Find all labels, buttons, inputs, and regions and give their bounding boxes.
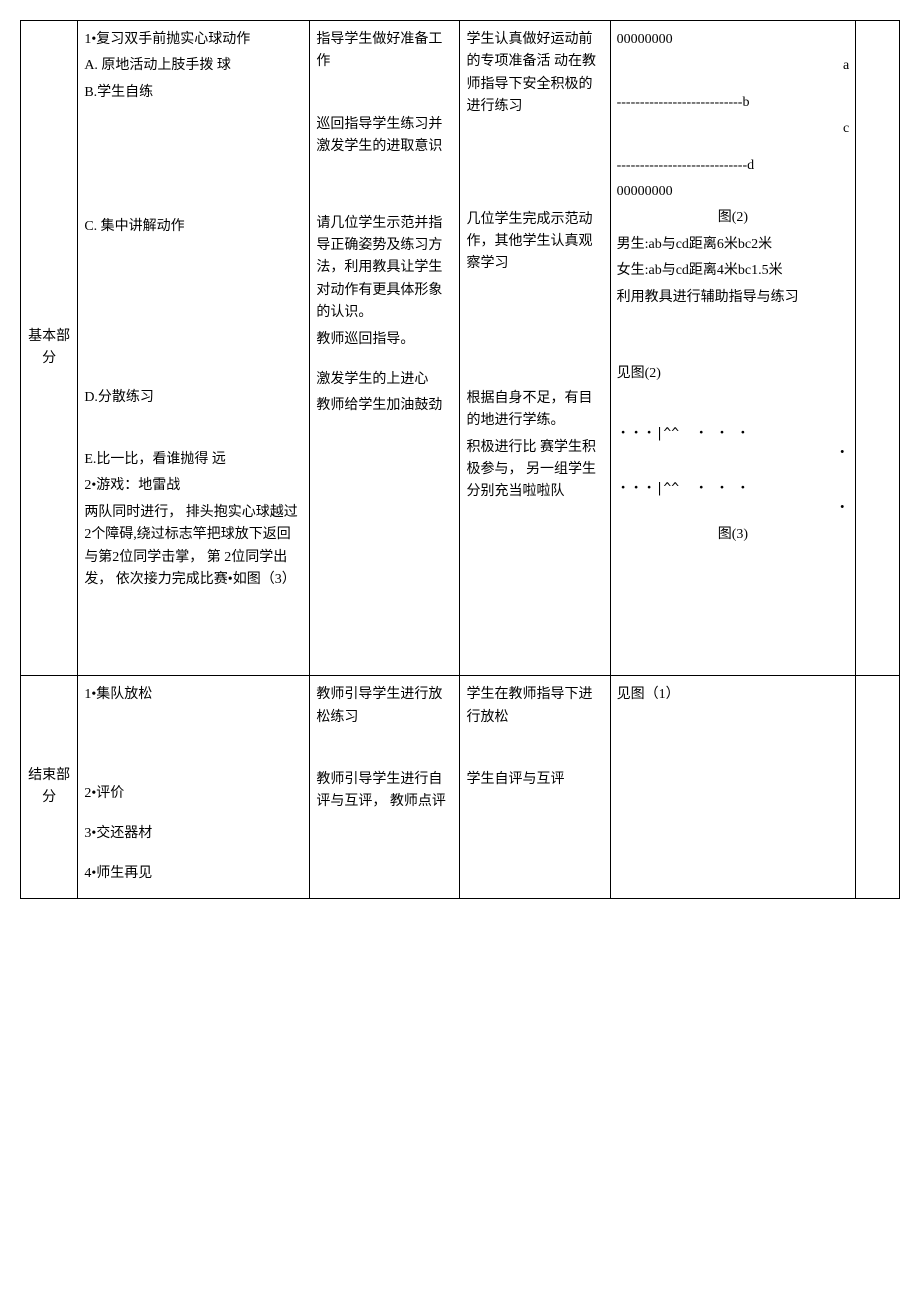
spacer — [84, 108, 303, 180]
spacer — [84, 243, 303, 315]
student-item: 学生在教师指导下进行放松 — [466, 684, 603, 729]
end-layout-cell: 见图（1） — [610, 676, 856, 899]
student-item: 积极进行比 赛学生积极参与， 另一组学生分别充当啦啦队 — [466, 437, 603, 504]
spacer — [84, 413, 303, 449]
spacer — [466, 195, 603, 209]
end-student-cell: 学生在教师指导下进行放松 学生自评与互评 — [460, 676, 610, 899]
layout-note: 见图（1） — [617, 684, 850, 706]
content-item: 1•复习双手前抛实心球动作 — [84, 29, 303, 51]
content-item: D.分散练习 — [84, 387, 303, 409]
lesson-plan-table: 基本部分 1•复习双手前抛实心球动作 A. 原地活动上肢手拨 球 B.学生自练 … — [20, 20, 900, 899]
teacher-item: 指导学生做好准备工作 — [316, 29, 453, 74]
spacer — [466, 123, 603, 195]
spacer — [466, 280, 603, 352]
basic-content-cell: 1•复习双手前抛实心球动作 A. 原地活动上肢手拨 球 B.学生自练 C. 集中… — [78, 21, 310, 676]
spacer — [316, 78, 453, 114]
diagram-text: ・・・|^^ ・ ・ ・ — [617, 425, 850, 443]
content-item: 2•游戏：地雷战 — [84, 475, 303, 497]
layout-note: 女生:ab与cd距离4米bc1.5米 — [617, 260, 850, 282]
teacher-item: 巡回指导学生练习并激发学生的进取意识 — [316, 114, 453, 159]
student-item: 学生认真做好运动前的专项准备活 动在教师指导下安全积极的进行练习 — [466, 29, 603, 119]
teacher-item: 教师引导学生进行自评与互评， 教师点评 — [316, 769, 453, 814]
teacher-item: 请几位学生示范并指导正确姿势及练习方法，利用教具让学生对动作有更具体形象的认识。 — [316, 213, 453, 325]
spacer — [617, 389, 850, 425]
spacer — [84, 849, 303, 863]
spacer — [84, 180, 303, 216]
figure-label: 图(3) — [617, 524, 850, 546]
diagram-text: ----------------------------d — [617, 155, 850, 177]
content-item: 2•评价 — [84, 783, 303, 805]
diagram-text: ---------------------------b — [617, 92, 850, 114]
student-item: 学生自评与互评 — [466, 769, 603, 791]
content-item: E.比一比，看谁抛得 远 — [84, 449, 303, 471]
spacer — [316, 733, 453, 769]
section-label-basic: 基本部分 — [21, 21, 78, 676]
table-row: 结束部分 1•集队放松 2•评价 3•交还器材 4•师生再见 教师引导学生进行放… — [21, 676, 900, 899]
layout-note: 利用教具进行辅助指导与练习 — [617, 287, 850, 309]
student-item: 几位学生完成示范动作，其他学生认真观察学习 — [466, 209, 603, 276]
end-content-cell: 1•集队放松 2•评价 3•交还器材 4•师生再见 — [78, 676, 310, 899]
basic-empty-cell — [856, 21, 900, 676]
section-label-text: 基本部分 — [23, 326, 75, 371]
basic-student-cell: 学生认真做好运动前的专项准备活 动在教师指导下安全积极的进行练习 几位学生完成示… — [460, 21, 610, 676]
layout-note: 见图(2) — [617, 363, 850, 385]
spacer — [84, 315, 303, 387]
diagram-text: 00000000 — [617, 181, 850, 203]
spacer — [617, 78, 850, 92]
content-item: 4•师生再见 — [84, 863, 303, 885]
spacer — [316, 163, 453, 199]
spacer — [466, 352, 603, 388]
content-item: 1•集队放松 — [84, 684, 303, 706]
layout-note: 男生:ab与cd距离6米bc2米 — [617, 234, 850, 256]
table-row: 基本部分 1•复习双手前抛实心球动作 A. 原地活动上肢手拨 球 B.学生自练 … — [21, 21, 900, 676]
diagram-text: ・・・|^^ ・ ・ ・ — [617, 480, 850, 498]
spacer — [617, 313, 850, 349]
spacer — [316, 355, 453, 369]
teacher-item: 教师巡回指导。 — [316, 329, 453, 351]
spacer — [84, 809, 303, 823]
section-label-end: 结束部分 — [21, 676, 78, 899]
diagram-text: ・ — [617, 498, 850, 520]
spacer — [84, 711, 303, 783]
spacer — [617, 466, 850, 480]
basic-teacher-cell: 指导学生做好准备工作 巡回指导学生练习并激发学生的进取意识 请几位学生示范并指导… — [310, 21, 460, 676]
spacer — [316, 199, 453, 213]
content-item: A. 原地活动上肢手拨 球 — [84, 55, 303, 77]
content-item: B.学生自练 — [84, 82, 303, 104]
diagram-text: 00000000 — [617, 29, 850, 51]
basic-layout-cell: 00000000 a ---------------------------b … — [610, 21, 856, 676]
spacer — [84, 595, 303, 667]
spacer — [466, 733, 603, 769]
diagram-text: ・ — [617, 443, 850, 465]
diagram-text: a — [617, 55, 850, 77]
teacher-item: 教师引导学生进行放松练习 — [316, 684, 453, 729]
teacher-item: 教师给学生加油鼓劲 — [316, 395, 453, 417]
teacher-item: 激发学生的上进心 — [316, 369, 453, 391]
end-teacher-cell: 教师引导学生进行放松练习 教师引导学生进行自评与互评， 教师点评 — [310, 676, 460, 899]
spacer — [617, 141, 850, 155]
figure-label: 图(2) — [617, 207, 850, 229]
diagram-text: c — [617, 118, 850, 140]
content-item: 两队同时进行， 排头抱实心球越过2个障碍,绕过标志竿把球放下返回与第2位同学击掌… — [84, 502, 303, 592]
spacer — [617, 349, 850, 363]
section-label-text: 结束部分 — [23, 765, 75, 810]
end-empty-cell — [856, 676, 900, 899]
document-page: 基本部分 1•复习双手前抛实心球动作 A. 原地活动上肢手拨 球 B.学生自练 … — [20, 20, 900, 899]
content-item: 3•交还器材 — [84, 823, 303, 845]
student-item: 根据自身不足，有目的地进行学练。 — [466, 388, 603, 433]
content-item: C. 集中讲解动作 — [84, 216, 303, 238]
